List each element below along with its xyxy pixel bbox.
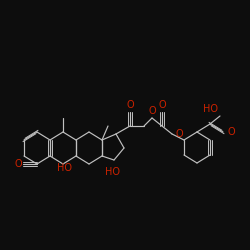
Text: O: O <box>158 100 166 110</box>
Text: HO: HO <box>57 163 72 173</box>
Text: O: O <box>227 127 234 137</box>
Text: O: O <box>176 129 184 139</box>
Text: O: O <box>126 100 134 110</box>
Text: HO: HO <box>203 104 218 114</box>
Text: HO: HO <box>104 167 120 177</box>
Text: O: O <box>14 159 22 169</box>
Text: O: O <box>148 106 156 116</box>
